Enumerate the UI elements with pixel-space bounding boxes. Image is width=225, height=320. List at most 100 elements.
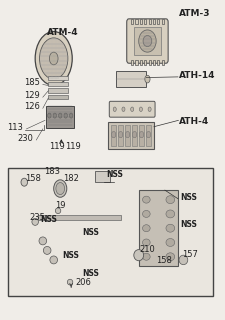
Text: 230: 230 (17, 134, 33, 143)
Circle shape (145, 75, 150, 83)
Text: 183: 183 (44, 167, 60, 176)
Ellipse shape (142, 253, 150, 260)
Bar (46, 106, 74, 128)
Circle shape (40, 38, 68, 79)
Bar (144, 19, 146, 24)
Text: 129: 129 (24, 91, 40, 100)
Ellipse shape (32, 218, 38, 225)
Bar (157, 60, 160, 65)
Ellipse shape (142, 211, 150, 217)
Circle shape (148, 107, 151, 111)
Ellipse shape (143, 36, 152, 47)
Circle shape (35, 32, 72, 85)
Bar (153, 60, 155, 65)
Ellipse shape (166, 210, 175, 218)
Ellipse shape (166, 253, 175, 261)
Text: ATH-14: ATH-14 (179, 71, 216, 80)
Ellipse shape (166, 196, 175, 204)
FancyBboxPatch shape (127, 19, 168, 63)
Bar (116, 71, 146, 87)
Ellipse shape (43, 246, 51, 254)
Text: 235: 235 (30, 213, 46, 222)
Bar (118, 125, 124, 146)
Bar (95, 171, 110, 182)
Circle shape (132, 132, 137, 138)
Bar (153, 19, 155, 24)
Text: 185: 185 (24, 78, 40, 87)
Bar (48, 88, 68, 93)
Bar (157, 19, 160, 24)
Circle shape (111, 132, 116, 138)
Bar (111, 125, 117, 146)
Bar (139, 190, 178, 266)
Bar (144, 60, 146, 65)
Text: 182: 182 (63, 174, 79, 183)
Text: NSS: NSS (180, 220, 197, 228)
Text: 119: 119 (49, 142, 65, 151)
Ellipse shape (56, 182, 65, 195)
Text: ATM-3: ATM-3 (179, 9, 211, 18)
Text: 206: 206 (76, 278, 91, 287)
Bar (148, 19, 151, 24)
Text: 158: 158 (156, 256, 172, 265)
Text: 158: 158 (25, 174, 41, 183)
Bar (148, 60, 151, 65)
Text: 119: 119 (65, 142, 80, 151)
Bar (135, 19, 138, 24)
Circle shape (122, 107, 125, 111)
Circle shape (125, 132, 130, 138)
Bar (125, 125, 130, 146)
Ellipse shape (166, 224, 175, 232)
Ellipse shape (142, 225, 150, 232)
Bar (48, 95, 68, 99)
Bar (146, 125, 151, 146)
Ellipse shape (134, 250, 144, 261)
Circle shape (131, 107, 134, 111)
Ellipse shape (54, 180, 67, 197)
Ellipse shape (179, 255, 188, 265)
Text: NSS: NSS (82, 228, 99, 236)
Ellipse shape (55, 208, 61, 214)
Circle shape (139, 132, 144, 138)
Bar (140, 60, 142, 65)
Text: ATM-4: ATM-4 (47, 28, 79, 37)
Bar (48, 76, 68, 80)
Text: 157: 157 (182, 250, 198, 259)
Bar (48, 82, 68, 86)
Text: NSS: NSS (82, 269, 99, 278)
Ellipse shape (39, 237, 47, 245)
Bar (135, 60, 138, 65)
Bar (8, 168, 213, 296)
Circle shape (146, 132, 151, 138)
Circle shape (69, 113, 73, 118)
Circle shape (118, 132, 123, 138)
Bar (131, 19, 133, 24)
Bar (132, 125, 137, 146)
Text: NSS: NSS (41, 215, 58, 224)
Text: 126: 126 (24, 102, 40, 111)
Text: 210: 210 (140, 245, 155, 254)
Bar (162, 60, 164, 65)
Bar (131, 60, 133, 65)
Bar (108, 122, 154, 149)
Ellipse shape (67, 279, 73, 285)
Text: NSS: NSS (62, 251, 79, 260)
FancyBboxPatch shape (109, 101, 155, 117)
Circle shape (113, 107, 116, 111)
Text: NSS: NSS (106, 171, 123, 180)
Bar (140, 19, 142, 24)
Text: 19: 19 (55, 201, 65, 210)
Text: NSS: NSS (180, 193, 197, 202)
Ellipse shape (166, 238, 175, 246)
Bar (139, 125, 144, 146)
Circle shape (48, 113, 51, 118)
Circle shape (49, 52, 58, 65)
Ellipse shape (50, 256, 58, 264)
Text: 113: 113 (7, 123, 23, 132)
Circle shape (64, 113, 68, 118)
Text: ATH-4: ATH-4 (179, 117, 209, 126)
Circle shape (58, 113, 62, 118)
Ellipse shape (139, 30, 156, 52)
Circle shape (53, 113, 56, 118)
Bar (38, 215, 121, 220)
